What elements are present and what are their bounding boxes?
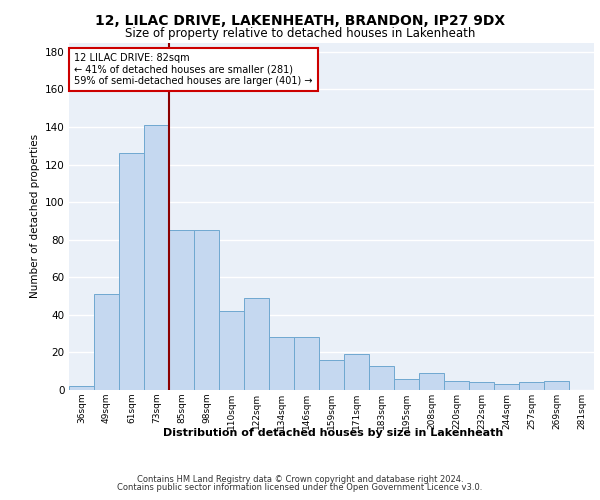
Bar xyxy=(394,378,419,390)
Bar xyxy=(244,298,269,390)
Bar xyxy=(269,338,294,390)
Text: Distribution of detached houses by size in Lakenheath: Distribution of detached houses by size … xyxy=(163,428,503,438)
Text: Contains public sector information licensed under the Open Government Licence v3: Contains public sector information licen… xyxy=(118,483,482,492)
Text: Size of property relative to detached houses in Lakenheath: Size of property relative to detached ho… xyxy=(125,28,475,40)
Bar xyxy=(519,382,544,390)
Bar xyxy=(119,154,144,390)
Bar xyxy=(344,354,369,390)
Bar xyxy=(294,338,319,390)
Bar xyxy=(319,360,344,390)
Bar xyxy=(194,230,219,390)
Text: 12, LILAC DRIVE, LAKENHEATH, BRANDON, IP27 9DX: 12, LILAC DRIVE, LAKENHEATH, BRANDON, IP… xyxy=(95,14,505,28)
Text: Contains HM Land Registry data © Crown copyright and database right 2024.: Contains HM Land Registry data © Crown c… xyxy=(137,475,463,484)
Bar xyxy=(419,373,444,390)
Bar xyxy=(369,366,394,390)
Bar xyxy=(169,230,194,390)
Bar xyxy=(544,380,569,390)
Bar xyxy=(144,125,169,390)
Bar xyxy=(469,382,494,390)
Text: 12 LILAC DRIVE: 82sqm
← 41% of detached houses are smaller (281)
59% of semi-det: 12 LILAC DRIVE: 82sqm ← 41% of detached … xyxy=(74,53,313,86)
Bar xyxy=(444,380,469,390)
Bar xyxy=(69,386,94,390)
Bar xyxy=(494,384,519,390)
Bar xyxy=(94,294,119,390)
Y-axis label: Number of detached properties: Number of detached properties xyxy=(29,134,40,298)
Bar xyxy=(219,311,244,390)
